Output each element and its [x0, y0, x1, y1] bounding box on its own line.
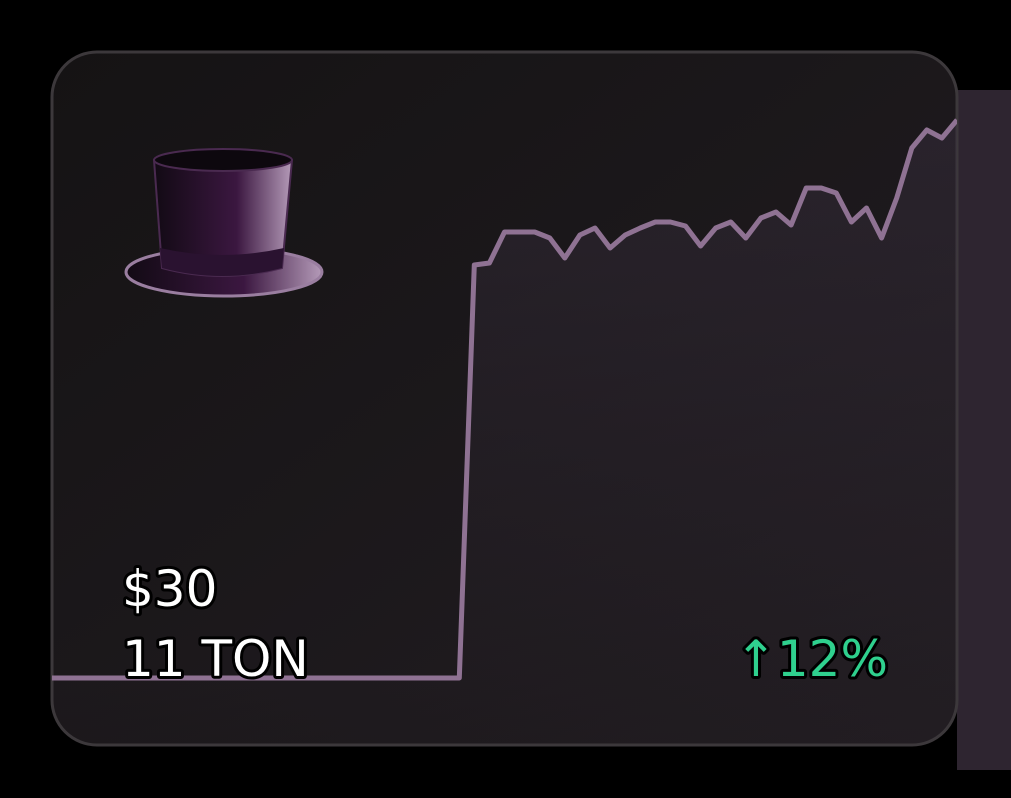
sparkline-fill — [52, 120, 957, 745]
shadow — [957, 90, 1011, 770]
price: $30 — [122, 560, 217, 618]
sparkline — [52, 118, 957, 681]
hat-icon — [124, 148, 324, 298]
amount: 11 TON — [122, 630, 309, 688]
change: ↑12% — [735, 630, 888, 688]
sparkline-area — [52, 118, 957, 745]
